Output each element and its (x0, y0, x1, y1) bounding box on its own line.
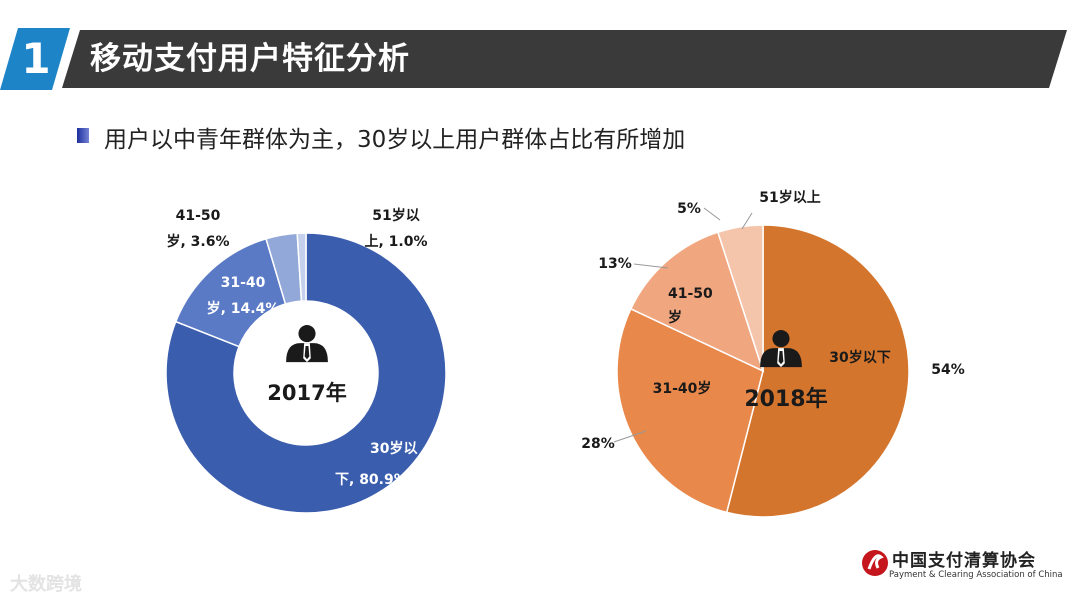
header-bar (62, 30, 1067, 88)
slice-label-2017-3: 上, 1.0% (364, 234, 427, 250)
chart-center-title-2018: 2018年 (744, 386, 827, 412)
slice-pct-2018-2: 13% (598, 256, 632, 272)
donut-hole (234, 301, 378, 445)
slice-pct-2018-3: 5% (677, 201, 701, 217)
slice-label-2018-0: 30岁以下 (829, 349, 890, 366)
slice-label-2018-3: 51岁以上 (759, 189, 820, 206)
leader-line-2018-1 (613, 430, 647, 443)
slice-2018-1 (616, 307, 764, 514)
slice-label-2017-3: 51岁以 (372, 207, 419, 224)
leader-line-2018-3 (703, 207, 721, 221)
person-icon (760, 330, 802, 368)
header-number: 1 (21, 34, 51, 83)
slice-2018-0 (725, 224, 910, 518)
page-title: 移动支付用户特征分析 (90, 41, 410, 77)
slice-2018-2 (629, 231, 765, 373)
slice-label-2017-1: 31-40 (221, 275, 266, 291)
slice-label-2017-0: 30岁以 (370, 440, 417, 457)
bullet-icon (77, 128, 89, 143)
org-english-name: Payment & Clearing Association of China (889, 570, 1063, 580)
slice-label-2018-2: 41-50 (668, 286, 713, 302)
org-logo-icon (862, 550, 888, 576)
person-icon (286, 325, 328, 363)
slice-label-2018-1: 31-40岁 (653, 380, 712, 397)
slice-label-2017-1: 岁, 14.4% (207, 300, 280, 317)
chart-center-title-2017: 2017年 (267, 381, 346, 405)
subtitle: 用户以中青年群体为主，30岁以上用户群体占比有所增加 (104, 127, 686, 153)
slice-label-2018-2: 岁 (668, 309, 682, 326)
slice-pct-2018-0: 54% (931, 362, 965, 378)
leader-line-2018-2 (633, 263, 669, 269)
org-name: 中国支付清算协会 (892, 551, 1036, 571)
chart-2017: 2017年 30岁以下, 80.9% 31-40 岁, 14.4% 41-50 岁, 3.… (165, 207, 447, 514)
slice-label-2017-0: 下, 80.9% (335, 472, 408, 488)
slice-pct-2018-1: 28% (581, 436, 615, 452)
slice-label-2017-2: 岁, 3.6% (166, 233, 229, 250)
slice-label-2017-2: 41-50 (176, 208, 221, 224)
slice-2018-3 (716, 224, 764, 372)
leader-line-2018-label3 (741, 212, 753, 230)
watermark: 大数跨境 (10, 574, 82, 595)
chart-2018: 2018年 30岁以下 31-40岁 41-50 岁 51岁以上 54% 28% 13% 5% (581, 189, 965, 518)
